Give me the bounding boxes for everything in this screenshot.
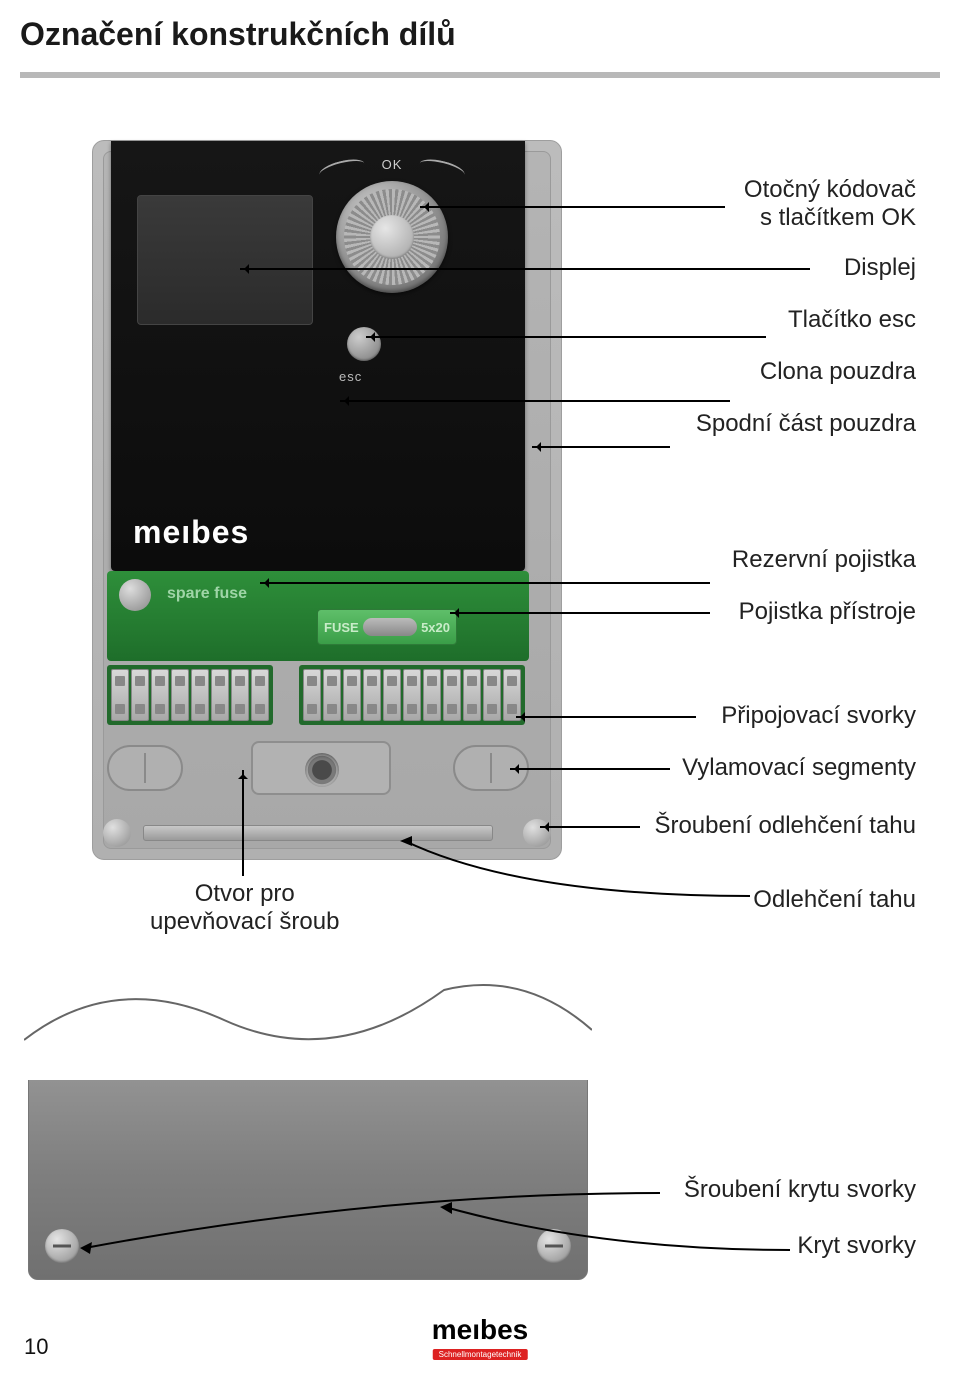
- arrow-cover: [440, 1202, 800, 1262]
- arrow-esc: [366, 336, 766, 338]
- terminal-group-left: [107, 665, 273, 725]
- terminal[interactable]: [463, 669, 481, 721]
- terminal[interactable]: [211, 669, 229, 721]
- arrow-knob: [420, 206, 725, 208]
- arrow-display: [240, 268, 810, 270]
- arrow-strain-relief: [400, 836, 760, 906]
- terminal[interactable]: [191, 669, 209, 721]
- display: [137, 195, 313, 325]
- terminal[interactable]: [343, 669, 361, 721]
- terminal[interactable]: [151, 669, 169, 721]
- rotary-knob[interactable]: [336, 181, 448, 293]
- fuse-tube: [363, 618, 417, 636]
- mount-plate: [251, 741, 391, 795]
- strain-screw-left: [103, 819, 131, 847]
- terminal[interactable]: [171, 669, 189, 721]
- label-strain-relief: Odlehčení tahu: [753, 886, 916, 914]
- esc-label: esc: [339, 369, 362, 384]
- knockout-left: [107, 745, 183, 791]
- arrow-knockouts: [510, 768, 670, 770]
- terminal-group-right: [299, 665, 525, 725]
- footer-logo: meıbes Schnellmontagetechnik: [432, 1314, 529, 1364]
- label-knockouts: Vylamovací segmenty: [682, 754, 916, 782]
- arrow-mount-hole: [242, 770, 244, 876]
- footer-tagline: Schnellmontagetechnik: [433, 1349, 528, 1360]
- label-cover-screws: Šroubení krytu svorky: [684, 1176, 916, 1204]
- label-knob-l1: Otočný kódovač: [744, 176, 916, 203]
- terminal[interactable]: [323, 669, 341, 721]
- terminal[interactable]: [383, 669, 401, 721]
- spare-fuse-text: spare fuse: [167, 585, 247, 603]
- device-housing: OK esc meıbes spare fuse FUSE 5x20: [92, 140, 562, 860]
- knob-ok-button[interactable]: [370, 215, 414, 259]
- esc-button[interactable]: [347, 327, 381, 361]
- ok-arc-right: [418, 156, 467, 183]
- label-mount-hole: Otvor pro upevňovací šroub: [150, 880, 339, 936]
- terminal[interactable]: [423, 669, 441, 721]
- label-fuse: Pojistka přístroje: [739, 598, 916, 626]
- terminal[interactable]: [111, 669, 129, 721]
- ok-label: OK: [367, 157, 417, 172]
- cover-screw-left: [45, 1229, 79, 1263]
- fuse-label: FUSE: [324, 620, 359, 635]
- mount-hole: [305, 753, 339, 787]
- page-title: Označení konstrukčních dílů: [20, 16, 456, 53]
- arrow-housing: [532, 446, 670, 448]
- arrow-strain-screws: [540, 826, 640, 828]
- page-number: 10: [24, 1334, 48, 1360]
- label-knob-l2: s tlačítkem OK: [760, 204, 916, 231]
- arrow-bezel: [340, 400, 730, 402]
- arrow-terminals: [516, 716, 696, 718]
- label-knob: Otočný kódovač s tlačítkem OK: [744, 176, 916, 232]
- pcb-screw: [119, 579, 151, 611]
- arrow-fuse: [450, 612, 710, 614]
- title-rule: [20, 72, 940, 78]
- fuse-size: 5x20: [421, 620, 450, 635]
- label-spare-fuse: Rezervní pojistka: [732, 546, 916, 574]
- terminal-row: [107, 665, 529, 725]
- terminal[interactable]: [303, 669, 321, 721]
- footer-brand: meıbes: [432, 1314, 529, 1345]
- fuse-holder: FUSE 5x20: [317, 609, 457, 645]
- terminal[interactable]: [231, 669, 249, 721]
- ok-arc-left: [318, 156, 367, 183]
- terminal[interactable]: [131, 669, 149, 721]
- pcb: spare fuse FUSE 5x20: [107, 571, 529, 661]
- label-housing-bottom: Spodní část pouzdra: [696, 410, 916, 438]
- label-mount-hole-l2: upevňovací šroub: [150, 908, 339, 935]
- label-cover: Kryt svorky: [797, 1232, 916, 1260]
- brand-logo: meıbes: [133, 514, 249, 551]
- terminal[interactable]: [443, 669, 461, 721]
- label-esc: Tlačítko esc: [788, 306, 916, 334]
- terminal[interactable]: [403, 669, 421, 721]
- terminal[interactable]: [363, 669, 381, 721]
- label-terminals: Připojovací svorky: [721, 702, 916, 730]
- label-mount-hole-l1: Otvor pro: [195, 880, 295, 907]
- terminal[interactable]: [483, 669, 501, 721]
- label-display: Displej: [844, 254, 916, 282]
- arrow-spare-fuse: [260, 582, 710, 584]
- cover-torn-edge: [24, 940, 592, 1080]
- terminal[interactable]: [251, 669, 269, 721]
- label-bezel: Clona pouzdra: [760, 358, 916, 386]
